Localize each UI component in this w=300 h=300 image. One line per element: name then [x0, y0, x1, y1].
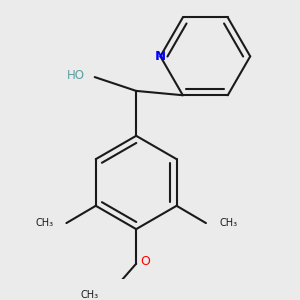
Text: CH₃: CH₃ [80, 290, 98, 300]
Text: CH₃: CH₃ [35, 218, 53, 228]
Text: O: O [140, 256, 150, 268]
Text: HO: HO [67, 69, 85, 82]
Text: N: N [155, 50, 166, 63]
Text: CH₃: CH₃ [219, 218, 237, 228]
